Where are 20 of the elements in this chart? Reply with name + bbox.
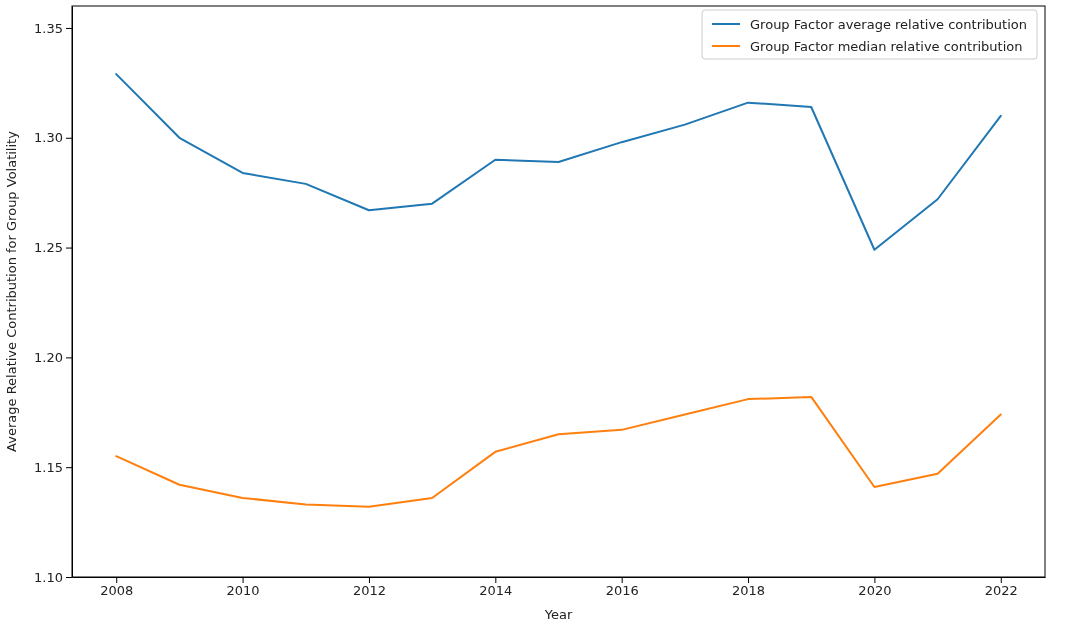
x-tick-label: 2016 <box>605 583 639 599</box>
y-tick-label: 1.20 <box>34 350 63 366</box>
y-tick-label: 1.15 <box>34 459 63 475</box>
y-tick-label: 1.10 <box>34 569 63 585</box>
y-tick-label: 1.35 <box>34 20 63 36</box>
y-axis-title: Average Relative Contribution for Group Volatility <box>4 130 19 452</box>
y-tick-label: 1.25 <box>34 240 63 256</box>
x-tick-label: 2012 <box>352 583 386 599</box>
x-tick-label: 2008 <box>100 583 134 599</box>
legend-label: Group Factor median relative contribution <box>750 39 1023 54</box>
x-tick-label: 2014 <box>479 583 513 599</box>
legend-label: Group Factor average relative contribution <box>750 17 1027 32</box>
x-tick-label: 2020 <box>858 583 892 599</box>
x-tick-label: 2022 <box>984 583 1018 599</box>
y-tick-label: 1.30 <box>34 130 63 146</box>
x-tick-label: 2010 <box>226 583 260 599</box>
x-tick-label: 2018 <box>732 583 766 599</box>
line-series <box>115 73 1002 251</box>
line-series <box>115 395 1002 508</box>
x-axis-title: Year <box>543 607 573 622</box>
